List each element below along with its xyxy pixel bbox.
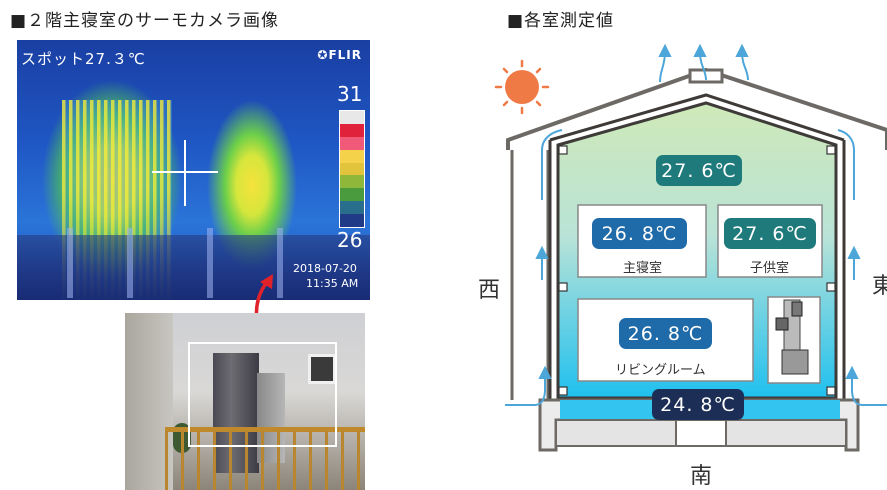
scale-max-value: 31 — [337, 82, 363, 106]
scale-color-band — [340, 201, 364, 214]
living-room-temp-pill: 26. 8℃ — [619, 318, 712, 349]
scale-min-value: 26 — [337, 228, 363, 252]
timestamp-date: 2018-07-20 — [293, 262, 357, 275]
direction-west: 西 — [478, 278, 501, 303]
thermal-rail — [277, 228, 283, 298]
attic-temp-pill: 27. 6℃ — [656, 155, 742, 186]
direction-south: 南 — [690, 464, 713, 489]
airflow-arrows — [505, 43, 887, 406]
vent-markers — [558, 145, 836, 396]
kids-room-temp-pill: 27. 6℃ — [724, 218, 816, 249]
thermal-section-title: ■２階主寝室のサーモカメラ画像 — [10, 11, 280, 31]
thermal-rail — [207, 228, 213, 298]
flir-logo: ✪FLIR — [317, 48, 362, 62]
master-bedroom-label: 主寝室 — [623, 261, 663, 276]
kids-room-label: 子供室 — [750, 261, 790, 276]
spot-temperature-label: スポット27.３℃ — [21, 50, 146, 68]
photo-picture-frame — [308, 354, 336, 384]
photo-railing-top — [165, 427, 365, 432]
scale-color-band — [340, 111, 364, 124]
direction-east: 東 — [872, 274, 887, 299]
scale-color-band — [340, 123, 364, 137]
photo-highlight-box — [188, 342, 337, 447]
air-unit-icon — [775, 299, 809, 375]
photo-railing — [165, 431, 365, 490]
measurement-section-title: ■各室測定値 — [507, 11, 615, 31]
crosshair-vertical — [184, 140, 186, 206]
sun-icon — [494, 59, 550, 115]
living-room-label: リビングルーム — [615, 363, 706, 378]
room-photo — [125, 313, 365, 490]
flir-brand-text: FLIR — [328, 48, 362, 62]
scale-color-band — [340, 136, 364, 150]
scale-color-band — [340, 162, 364, 176]
thermal-floor-region — [17, 235, 370, 300]
thermal-image: スポット27.３℃ ✪FLIR 31 26 2018-07-20 11:35 A… — [17, 40, 370, 300]
temperature-scale-bar — [339, 110, 365, 228]
scale-color-band — [340, 175, 364, 189]
scale-color-band — [340, 188, 364, 202]
scale-color-band — [340, 149, 364, 163]
scale-color-band — [340, 214, 364, 227]
timestamp-time: 11:35 AM — [306, 277, 359, 290]
underfloor-temp-pill: 24. 8℃ — [652, 389, 744, 420]
thermal-rail — [67, 228, 73, 298]
master-bedroom-temp-pill: 26. 8℃ — [592, 218, 687, 249]
thermal-rail — [127, 228, 133, 298]
